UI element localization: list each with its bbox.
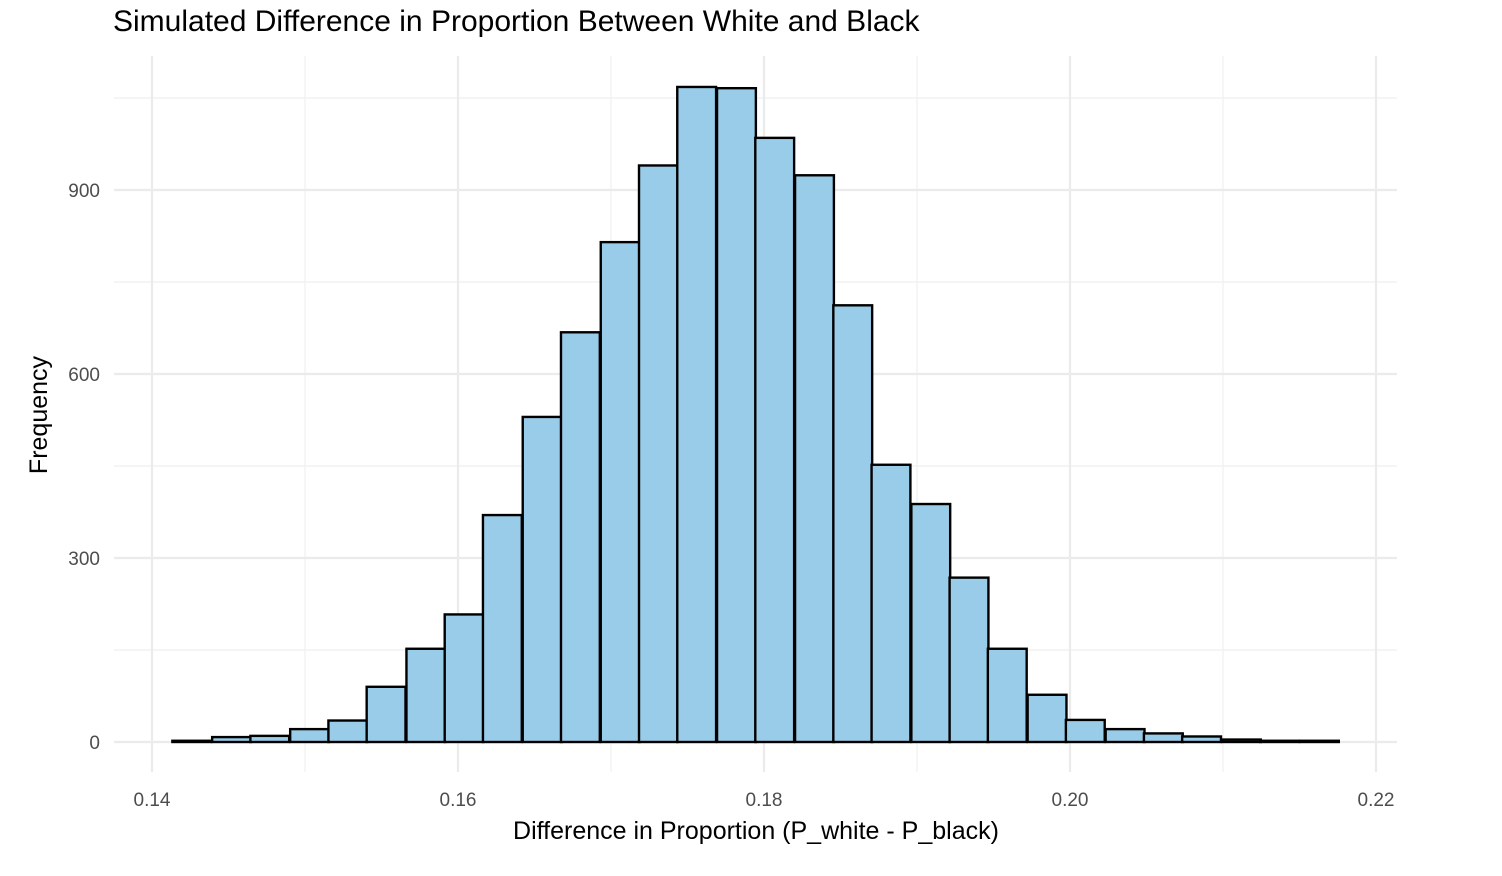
histogram-bar [171, 739, 213, 744]
histogram-bar [1142, 732, 1184, 744]
histogram-bar [443, 613, 485, 744]
histogram-bar [986, 647, 1028, 744]
histogram-bar [910, 502, 952, 744]
x-tick-label: 0.22 [1358, 790, 1395, 811]
histogram-bar [210, 735, 253, 744]
histogram-bar [1026, 693, 1068, 744]
histogram-bar [1298, 739, 1340, 744]
histogram-bar [637, 164, 680, 744]
x-tick-label: 0.16 [440, 790, 477, 811]
histogram-bar [754, 136, 796, 744]
histogram-bar [559, 331, 602, 744]
histogram-bar [481, 513, 523, 744]
x-axis-title: Difference in Proportion (P_white - P_bl… [513, 817, 999, 845]
histogram-bars [171, 85, 1340, 744]
histogram-bar [676, 85, 718, 744]
chart-title: Simulated Difference in Proportion Betwe… [113, 5, 921, 38]
histogram-bar [288, 727, 331, 744]
x-tick-label: 0.14 [134, 790, 171, 811]
y-tick-label: 600 [68, 365, 100, 386]
histogram-bar [715, 86, 758, 744]
histogram-bar [870, 463, 912, 744]
histogram-bar [599, 240, 641, 744]
histogram-bar [1064, 718, 1106, 744]
x-tick-label: 0.20 [1052, 790, 1089, 811]
histogram-bar [832, 304, 874, 744]
histogram-bar [1180, 735, 1223, 744]
y-tick-label: 0 [89, 733, 100, 754]
y-tick-label: 900 [68, 181, 100, 202]
histogram-bar [249, 734, 291, 744]
histogram-bar [327, 719, 369, 744]
y-axis-title: Frequency [25, 355, 53, 474]
x-tick-label: 0.18 [746, 790, 783, 811]
histogram-bar [521, 415, 563, 744]
x-axis-tick-labels: 0.14 0.16 0.18 0.20 0.22 [134, 790, 1395, 811]
histogram-bar [1220, 738, 1262, 744]
histogram-bar [405, 647, 447, 744]
histogram-bar [1258, 739, 1301, 744]
histogram-bar [948, 576, 990, 744]
histogram-bar [793, 174, 836, 744]
y-tick-label: 300 [68, 549, 100, 570]
histogram-bar [365, 685, 407, 744]
y-axis-tick-labels: 0 300 600 900 [68, 181, 100, 754]
histogram-bar [1104, 727, 1146, 744]
